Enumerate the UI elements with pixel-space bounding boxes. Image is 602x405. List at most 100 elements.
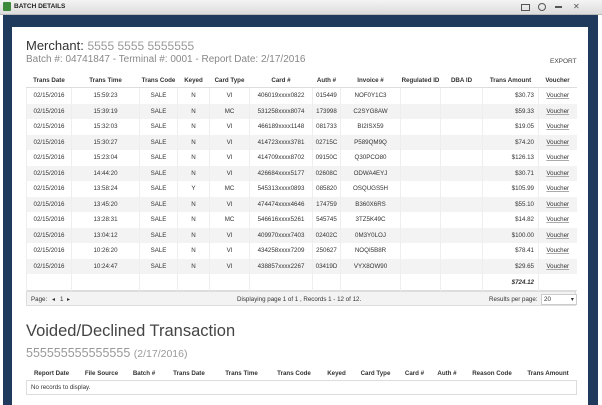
table-cell: 10:26:20 [71,243,140,259]
voucher-link[interactable]: Voucher [546,262,570,270]
voucher-link[interactable]: Voucher [546,169,570,177]
voucher-link[interactable]: Voucher [546,107,570,115]
per-page-select[interactable]: 20 ▾ [541,294,577,305]
table-cell: Voucher [538,212,577,228]
column-header: Trans Time [71,74,140,88]
minimize-button[interactable] [555,6,562,8]
voucher-link[interactable]: Voucher [546,185,570,193]
pager: Page: ◂ 1 ▸ Displaying page 1 of 1 , Rec… [26,291,577,306]
cell-text: MC [224,216,235,224]
table-cell [400,134,441,150]
table-row: 02/15/2016 13:04:12 SALE N VI 409970xxxx7403 0… [26,227,577,243]
print-button[interactable] [521,4,530,11]
voided-subtitle: 555555555555555 (2/17/2016) [26,346,187,360]
cell-text: N [191,154,196,162]
column-header: Keyed [177,74,210,88]
table-cell: 15:32:03 [71,119,140,135]
cell-text: SALE [150,138,167,146]
table-cell: 250627 [312,243,341,259]
table-cell [209,274,250,291]
table-cell: B360X6RS [340,196,401,212]
table-cell: 085820 [312,181,341,197]
table-cell: Voucher [538,150,577,166]
voucher-link[interactable]: Voucher [546,231,570,239]
header-row: Trans Date Trans Time Trans Code Keyed Card … [26,74,577,88]
voucher-link[interactable]: Voucher [546,92,570,100]
cell-text: ODWA4EYJ [353,169,388,177]
table-cell: VI [209,119,250,135]
column-header: Regulated ID [400,74,441,88]
voucher-link[interactable]: Voucher [546,138,570,146]
column-header: File Source [76,367,127,381]
table-cell: $29.65 [482,258,539,274]
voucher-link[interactable]: Voucher [546,200,570,208]
voucher-link[interactable]: Voucher [546,123,570,131]
table-cell [400,196,441,212]
table-cell: Voucher [538,227,577,243]
table-cell: SALE [139,134,178,150]
table-cell: Voucher [538,134,577,150]
table-cell: 02/15/2016 [26,243,72,259]
cell-text: 02/15/2016 [33,92,65,100]
table-cell: $30.73 [482,87,539,104]
cell-text: SALE [150,262,167,270]
header-row: Report Date File Source Batch # Trans Date T… [26,367,577,381]
cell-text: 531258xxxx8074 [257,107,305,115]
column-header: Trans Amount [519,367,577,381]
table-cell: 474474xxxx4646 [249,196,313,212]
cell-text: 13:28:31 [93,216,118,224]
table-cell: Voucher [538,181,577,197]
table-cell: Y [177,181,210,197]
table-cell: 409970xxxx7403 [249,227,313,243]
table-cell: ODWA4EYJ [340,165,401,181]
amount: $126.13 [511,154,534,162]
cell-text: 02/15/2016 [33,262,65,270]
cell-text: SALE [150,92,167,100]
table-cell: SALE [139,87,178,104]
table-cell: SALE [139,165,178,181]
table-cell: N [177,134,210,150]
table-row: 02/15/2016 10:24:47 SALE N VI 438857xxxx2267 0… [26,258,577,274]
page-number[interactable]: 1 [60,296,64,303]
voucher-link[interactable]: Voucher [546,154,570,162]
cell-text: 10:26:20 [93,247,118,255]
refresh-button[interactable] [538,3,546,11]
table-cell: 426684xxxx5177 [249,165,313,181]
table-cell: 02/15/2016 [26,212,72,228]
table-cell: Q30PCO80 [340,150,401,166]
table-cell: MC [209,212,250,228]
cell-text: 02/15/2016 [33,138,65,146]
cell-text: 438857xxxx2267 [257,262,305,270]
cell-text: N [191,169,196,177]
table-cell: N [177,212,210,228]
table-cell: 10:24:47 [71,258,140,274]
table-cell [440,119,483,135]
table-cell: 02/15/2016 [26,196,72,212]
table-cell: 13:28:31 [71,212,140,228]
cell-text: 3TZ5K49C [355,216,386,224]
table-cell: 406019xxxx0822 [249,87,313,104]
cell-text: 414723xxxx3781 [257,138,305,146]
table-cell: 545745 [312,212,341,228]
voucher-link[interactable]: Voucher [546,216,570,224]
table-cell: 03419D [312,258,341,274]
export-link[interactable]: EXPORT [550,58,577,65]
cell-text: SALE [150,247,167,255]
close-button[interactable]: ✕ [573,2,580,11]
table-cell [400,165,441,181]
column-header: DBA ID [440,74,483,88]
table-cell: SALE [139,212,178,228]
cell-text: 250627 [316,247,337,255]
cell-text: 545313xxxx0893 [257,185,305,193]
table-cell: $78.41 [482,243,539,259]
amount: $30.71 [515,169,534,177]
table-cell: VI [209,87,250,104]
next-page[interactable]: ▸ [67,296,71,303]
table-cell: SALE [139,103,178,119]
prev-page[interactable]: ◂ [52,296,56,303]
voucher-link[interactable]: Voucher [546,247,570,255]
table-cell: 02608C [312,165,341,181]
column-header: Reason Code [464,367,520,381]
table-cell: $55.10 [482,196,539,212]
column-header: Voucher [538,74,577,88]
